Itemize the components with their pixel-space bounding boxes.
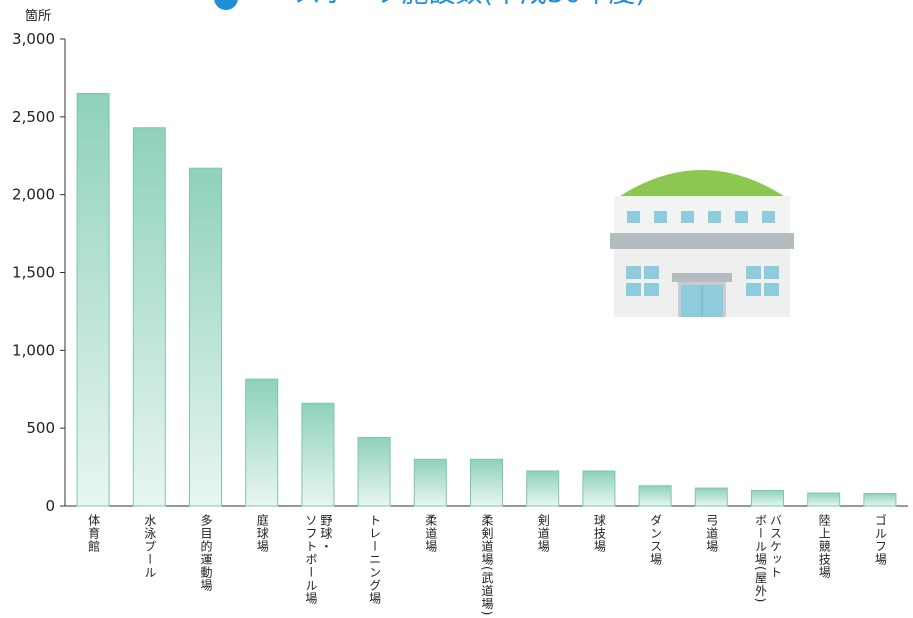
- bar: [864, 494, 896, 506]
- y-tick-label: 1,000: [12, 341, 55, 359]
- y-tick-label: 1,500: [12, 264, 55, 282]
- y-tick-label: 0: [45, 497, 55, 515]
- bar: [695, 488, 727, 506]
- x-tick-label: ダンス場: [648, 514, 663, 566]
- bar: [358, 438, 390, 506]
- bar: [808, 493, 840, 506]
- x-tick-label: ゴルフ場: [872, 514, 887, 566]
- bar: [77, 93, 109, 506]
- bar: [527, 471, 559, 506]
- y-unit: 箇所: [25, 8, 51, 24]
- x-tick-label: 野球・ ソフトボール場: [303, 514, 333, 605]
- building-illustration: [610, 170, 794, 317]
- x-tick-label: トレーニング場: [367, 514, 382, 605]
- bar: [583, 471, 615, 506]
- x-tick-label: 剣道場: [535, 514, 550, 553]
- chart-title: スポーツ施設数(平成30年度): [294, 0, 646, 9]
- y-tick-label: 500: [26, 419, 55, 437]
- x-tick-label: 柔剣道場(武道場): [479, 514, 494, 616]
- x-tick-label: バスケット ボール場(屋外): [753, 514, 783, 603]
- x-tick-label: 柔道場: [423, 514, 438, 553]
- x-tick-label: 体育館: [86, 514, 101, 553]
- x-tick-label: 弓道場: [704, 514, 719, 553]
- x-tick-label: 球技場: [591, 514, 606, 553]
- bar: [414, 459, 446, 506]
- page: スポーツ施設数(平成30年度) 箇所 0 500 1,000 1,500 2,000 2,…: [0, 0, 913, 618]
- x-tick-label: 水泳プール: [142, 514, 157, 579]
- x-tick-label: 庭球場: [254, 514, 269, 553]
- x-tick-label: 陸上競技場: [816, 514, 831, 579]
- x-tick-label: 多目的運動場: [198, 514, 213, 592]
- title-badge: [214, 0, 238, 10]
- bar: [190, 168, 222, 506]
- y-tick-label: 2,000: [12, 186, 55, 204]
- bar: [471, 459, 503, 506]
- bar: [639, 486, 671, 506]
- y-tick-label: 2,500: [12, 108, 55, 126]
- bar: [302, 403, 334, 506]
- bar: [246, 379, 278, 506]
- y-tick-label: 3,000: [12, 30, 55, 48]
- bar: [133, 128, 165, 506]
- bar: [752, 490, 784, 506]
